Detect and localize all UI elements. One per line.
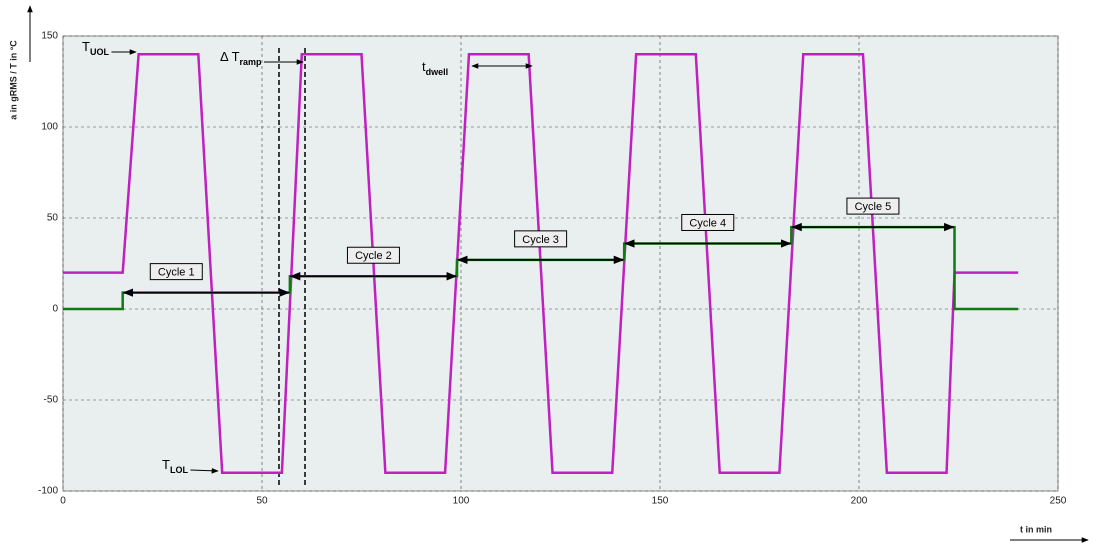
y-axis-label: a in gRMS / T in °C xyxy=(8,40,18,120)
annotation: Δ Tramp xyxy=(220,49,262,67)
annotation-sub: LOL xyxy=(170,465,188,475)
y-tick-label: -100 xyxy=(38,486,58,497)
annotation-arrow xyxy=(190,467,219,474)
annotation-text: t xyxy=(422,59,426,74)
cycle-box xyxy=(514,230,568,248)
annotation: tdwell xyxy=(422,59,448,77)
y-tick-label: 100 xyxy=(41,122,58,133)
y-tick-label: 150 xyxy=(41,31,58,42)
y-tick-label: 0 xyxy=(52,304,58,315)
cycle-box xyxy=(846,197,900,215)
x-tick-label: 150 xyxy=(652,496,669,507)
x-tick-label: 250 xyxy=(1050,496,1067,507)
cycle-label: Cycle 5 xyxy=(855,201,892,213)
annotation: TUOL xyxy=(82,39,109,57)
x-tick-label: 0 xyxy=(60,496,66,507)
plot-area xyxy=(62,35,1059,492)
cycle-label: Cycle 3 xyxy=(522,234,559,246)
annotation-text: Δ T xyxy=(220,49,240,64)
x-tick-label: 50 xyxy=(256,496,268,507)
annotation-sub: ramp xyxy=(240,57,263,67)
x-axis-label: t in min xyxy=(1020,524,1052,534)
annotation: TLOL xyxy=(162,457,188,475)
annotation-sub: UOL xyxy=(90,47,110,57)
cycle-box xyxy=(346,246,400,264)
cycle-box xyxy=(149,263,203,281)
annotation-sub: dwell xyxy=(426,67,449,77)
cycle-label: Cycle 4 xyxy=(689,217,726,229)
annotation-text: T xyxy=(162,457,170,472)
x-tick-label: 200 xyxy=(851,496,868,507)
annotation-text: T xyxy=(82,39,90,54)
x-tick-label: 100 xyxy=(453,496,470,507)
cycle-label: Cycle 1 xyxy=(158,267,195,279)
y-tick-label: -50 xyxy=(44,395,59,406)
cycle-label: Cycle 2 xyxy=(355,250,392,262)
y-tick-label: 50 xyxy=(47,213,59,224)
cycle-box xyxy=(681,213,735,231)
